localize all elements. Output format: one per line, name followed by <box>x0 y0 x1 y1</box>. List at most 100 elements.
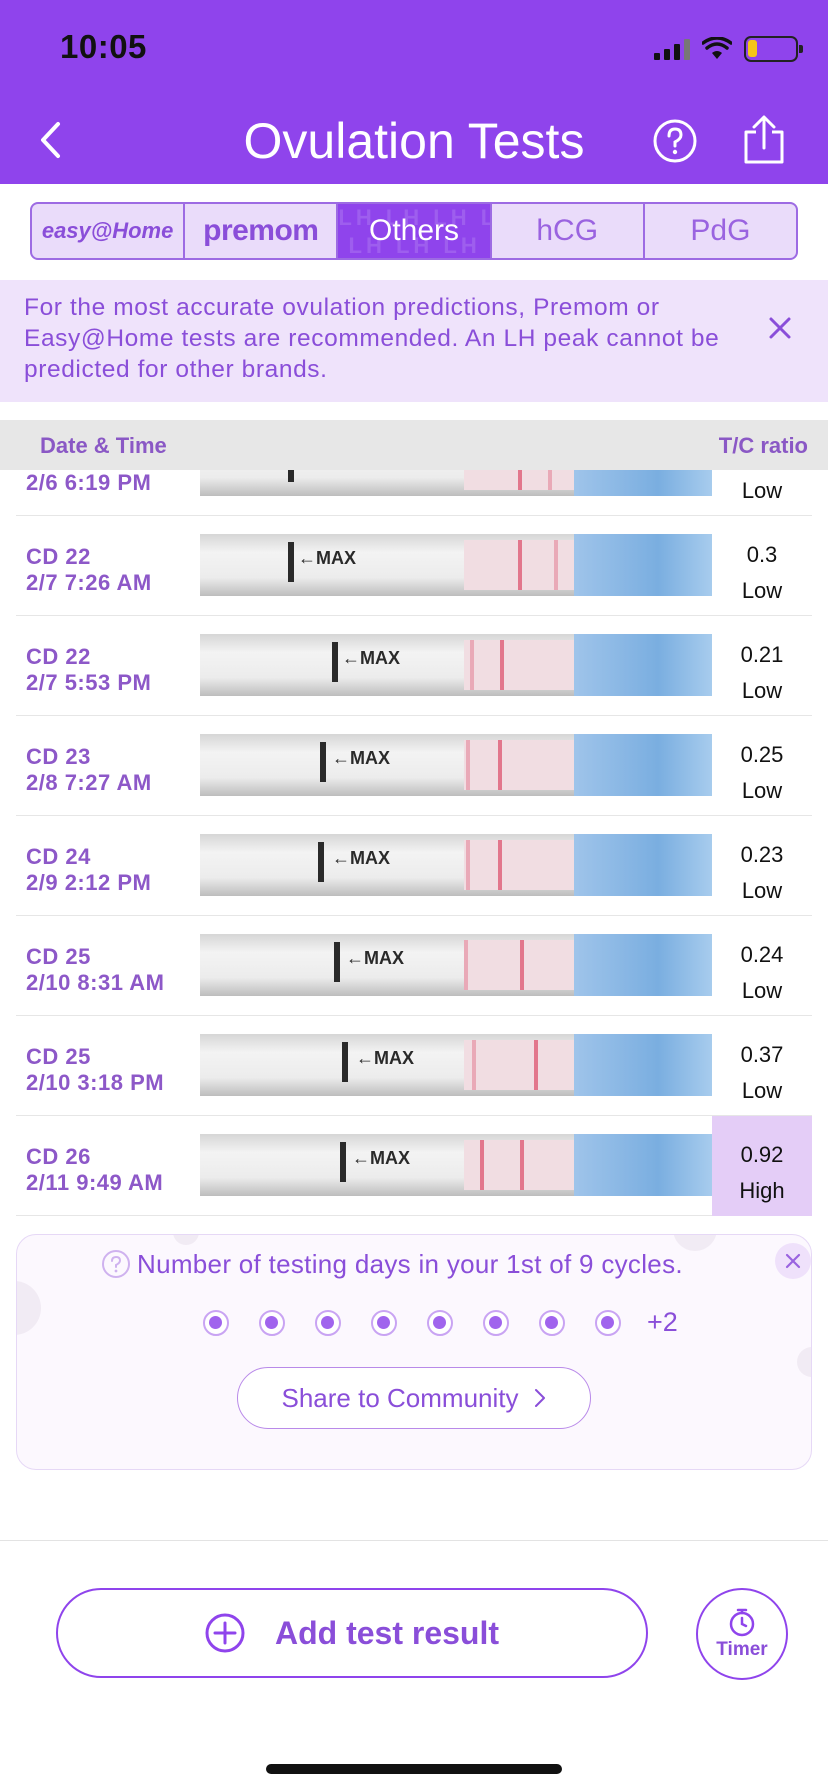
tab-easy-at-home-label: easy@Home <box>41 218 174 243</box>
tab-premom-label: premom <box>203 214 319 247</box>
wifi-icon <box>702 37 732 59</box>
tc-ratio-cell: 0.22Low <box>712 470 812 516</box>
strip-test-line <box>472 1040 476 1090</box>
lh-level: Low <box>741 978 783 1003</box>
cycle-day: CD 24 <box>26 844 91 869</box>
chevron-right-icon <box>535 1389 546 1407</box>
test-datetime: 2/7 7:26 AM <box>26 570 152 595</box>
table-row[interactable]: CD 24 2/9 2:12 PM ←MAX 0.23 Low <box>16 816 812 916</box>
status-time: 10:05 <box>60 28 147 65</box>
card-close-button[interactable] <box>775 1243 811 1279</box>
strip-max-mark <box>320 742 326 782</box>
stopwatch-icon <box>729 1608 755 1637</box>
table-row[interactable]: CD 26 2/11 9:49 AM ←MAX 0.92 High <box>16 1116 812 1216</box>
testing-day-dot <box>315 1309 341 1336</box>
tab-premom[interactable]: premom <box>185 204 339 258</box>
table-row[interactable]: CD 22 2/7 5:53 PM ←MAX 0.21 Low <box>16 616 812 716</box>
strip-max-mark <box>340 1142 346 1182</box>
table-row[interactable]: CD 25 2/10 8:31 AM ←MAX 0.24 Low <box>16 916 812 1016</box>
strip-max-mark <box>332 642 338 682</box>
test-datetime: 2/6 6:19 PM <box>26 470 152 495</box>
share-to-community-label: Share to Community <box>281 1382 519 1413</box>
strip-result-window <box>464 940 574 990</box>
testing-day-dot <box>203 1309 229 1336</box>
close-icon <box>769 317 791 339</box>
strip-result-window <box>464 840 574 890</box>
decor-bubble <box>17 1281 41 1335</box>
table-row[interactable]: CD 25 2/10 3:18 PM ←MAX 0.37 Low <box>16 1016 812 1116</box>
decor-bubble <box>673 1235 717 1251</box>
share-to-community-button[interactable]: Share to Community <box>237 1367 591 1429</box>
tc-ratio-cell: 0.23 Low <box>712 816 812 916</box>
lh-level: Low <box>741 778 783 803</box>
strip-max-mark <box>334 942 340 982</box>
help-button[interactable] <box>652 118 698 164</box>
status-icons <box>654 34 803 64</box>
decor-bubble <box>173 1235 199 1245</box>
tc-ratio-value: 0.3 <box>746 542 778 567</box>
strip-handle <box>574 470 712 496</box>
column-tc-ratio: T/C ratio <box>718 433 808 458</box>
lh-level: High <box>739 1178 785 1203</box>
strip-control-line <box>534 1040 538 1090</box>
testing-days-title: Number of testing days in your 1st of 9 … <box>137 1249 683 1279</box>
decor-bubble <box>797 1347 811 1377</box>
share-button[interactable] <box>740 114 788 166</box>
tc-ratio-value: 0.24 <box>740 942 784 967</box>
test-datetime: 2/8 7:27 AM <box>26 770 152 795</box>
tab-pdg-label: PdG <box>690 214 751 247</box>
strip-result-window <box>464 640 574 690</box>
strip-control-line <box>498 840 502 890</box>
testing-days-dots: +2 <box>203 1307 678 1338</box>
cycle-day: CD 22 <box>26 644 91 669</box>
tc-ratio-value: 0.37 <box>740 1042 784 1067</box>
strip-max-label: ←MAX <box>352 1148 410 1168</box>
strip-max-label: ←MAX <box>356 1048 414 1068</box>
strip-max-label: ←MAX <box>298 548 356 568</box>
strip-max-mark <box>288 470 294 482</box>
add-test-result-button[interactable]: Add test result <box>56 1588 648 1678</box>
signal-icon <box>654 38 690 60</box>
test-strip-photo: ←MAX <box>200 934 712 996</box>
test-strip-photo: ←MAX <box>200 634 712 696</box>
chevron-left-icon <box>41 122 60 158</box>
strip-handle <box>574 1134 712 1196</box>
strip-handle <box>574 834 712 896</box>
cycle-day: CD 25 <box>26 1044 91 1069</box>
tab-pdg[interactable]: PdG <box>645 204 796 258</box>
strip-handle <box>574 934 712 996</box>
testing-days-card: Number of testing days in your 1st of 9 … <box>16 1234 812 1470</box>
tc-ratio-value: 0.92 <box>740 1142 784 1167</box>
cycle-day: CD 25 <box>26 944 91 969</box>
strip-handle <box>574 1034 712 1096</box>
lh-level: Low <box>741 878 783 903</box>
question-circle-icon[interactable] <box>101 1249 131 1279</box>
home-indicator <box>266 1764 562 1774</box>
tab-others-label: Others <box>368 214 460 247</box>
back-button[interactable] <box>30 112 70 168</box>
tc-ratio-cell: 0.25 Low <box>712 716 812 816</box>
notice-close-button[interactable] <box>764 312 796 349</box>
test-strip-photo: ←MAX <box>200 834 712 896</box>
tab-easy-at-home[interactable]: easy@Home <box>32 204 186 258</box>
share-icon <box>744 115 784 164</box>
table-row[interactable]: CD 23 2/8 7:27 AM ←MAX 0.25 Low <box>16 716 812 816</box>
strip-max-mark <box>318 842 324 882</box>
lh-level: Low <box>741 578 783 603</box>
test-datetime: 2/7 5:53 PM <box>26 670 152 695</box>
strip-handle <box>574 634 712 696</box>
tab-others[interactable]: LH LH LH LH LH LH LH LH LH LH LH LH Othe… <box>338 204 492 258</box>
tc-ratio-cell: 0.24 Low <box>712 916 812 1016</box>
strip-control-line <box>518 470 522 490</box>
table-row[interactable]: CD 22 2/7 7:26 AM ←MAX 0.3 Low <box>16 516 812 616</box>
strip-test-line <box>548 470 552 490</box>
cycle-day: CD 23 <box>26 744 91 769</box>
table-header: Date & Time T/C ratio <box>0 420 828 470</box>
tc-ratio-cell: 0.3 Low <box>712 516 812 616</box>
test-strip-photo: ←MAX <box>200 534 712 596</box>
timer-button[interactable]: Timer <box>696 1588 788 1680</box>
tab-hcg[interactable]: hCG <box>492 204 645 258</box>
strip-max-label: ←MAX <box>332 848 390 868</box>
testing-day-dot <box>427 1309 453 1336</box>
